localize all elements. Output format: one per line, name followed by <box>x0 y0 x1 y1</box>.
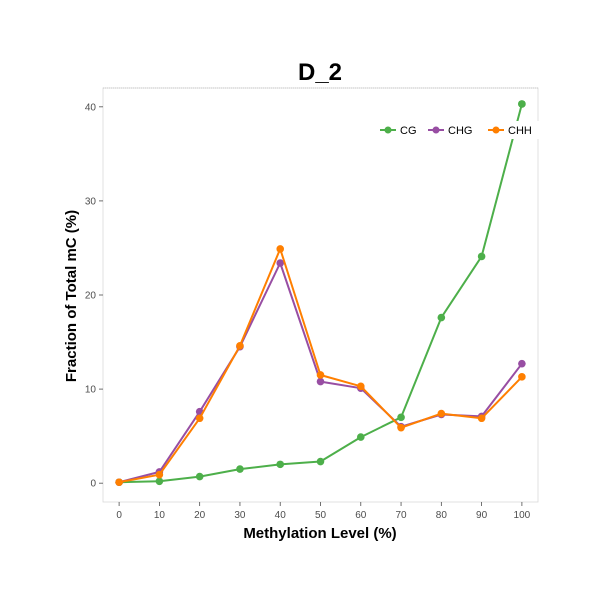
x-tick-label: 80 <box>436 510 448 521</box>
x-tick-label: 70 <box>395 510 407 521</box>
point-chh <box>316 371 325 379</box>
point-chh <box>155 470 164 479</box>
series-line-chh <box>118 247 523 484</box>
y-tick-label: 20 <box>85 291 97 302</box>
point-chg <box>276 259 285 267</box>
point-chh <box>115 478 123 487</box>
plot-panel <box>102 87 539 503</box>
point-chh <box>518 373 526 381</box>
legend-label-cg: CG <box>400 125 417 137</box>
point-cg <box>195 472 204 481</box>
x-tick-label: 90 <box>476 510 488 521</box>
series-line-cg <box>119 103 523 484</box>
point-cg <box>316 457 325 466</box>
point-cg <box>397 413 405 422</box>
x-tick-label: 100 <box>514 510 531 521</box>
chart-title: D_2 <box>298 59 342 86</box>
y-tick-label: 0 <box>90 479 96 490</box>
y-axis-label: Fraction of Total mC (%) <box>63 210 80 382</box>
x-tick-label: 20 <box>194 510 206 521</box>
plot-area: 0 10 20 30 40 50 60 70 80 90 100 0 10 20 30 40 CG CHG CHH <box>85 87 540 521</box>
point-cg <box>276 460 285 469</box>
point-chh <box>276 245 285 253</box>
legend-label-chg: CHG <box>448 125 472 137</box>
x-tick-label: 30 <box>234 510 246 521</box>
x-tick-label: 10 <box>154 510 166 521</box>
legend-label-chh: CHH <box>508 125 532 137</box>
x-axis-label: Methylation Level (%) <box>243 525 396 542</box>
point-chg <box>316 377 325 386</box>
point-cg <box>356 433 365 441</box>
x-tick-label: 40 <box>275 510 287 521</box>
legend-key-point-chg <box>432 126 440 134</box>
legend-background <box>372 121 540 139</box>
legend-key-point-chh <box>492 126 500 134</box>
x-tick-label: 50 <box>315 510 327 521</box>
x-tick-label: 60 <box>355 510 367 521</box>
point-cg <box>236 465 244 473</box>
point-chg <box>518 359 526 368</box>
point-chh <box>397 423 405 432</box>
y-tick-label: 10 <box>85 385 97 396</box>
point-cg <box>477 252 486 261</box>
point-cg <box>437 313 446 322</box>
point-chh <box>195 414 204 423</box>
y-tick-label: 40 <box>85 102 97 113</box>
point-chh <box>437 409 446 418</box>
point-chh <box>356 382 365 391</box>
point-chh <box>477 414 486 423</box>
point-cg <box>155 477 164 486</box>
point-chh <box>236 342 244 350</box>
point-cg-last <box>518 100 526 108</box>
legend-key-point-cg <box>384 126 392 134</box>
y-tick-label: 30 <box>85 196 97 207</box>
x-tick-label: 0 <box>116 510 122 521</box>
